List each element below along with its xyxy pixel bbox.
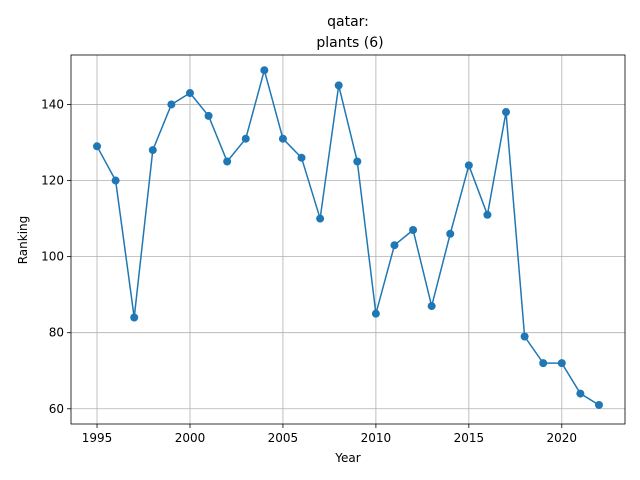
y-tick-label: 100 [41,250,64,264]
data-point [185,89,194,98]
x-tick-label: 1995 [82,431,113,445]
data-point [576,389,585,398]
data-point [130,313,139,322]
axis-ticks: 1995 2000 2005 2010 2015 2020 60 80 100 120 140 [41,97,577,445]
series-line [96,67,600,406]
grid [71,55,625,424]
series-ranking [93,66,603,409]
y-tick-label: 120 [41,174,64,188]
data-point [316,214,325,223]
data-point [371,309,380,318]
data-point [260,66,269,75]
data-point [557,359,566,368]
x-tick-label: 2020 [547,431,578,445]
y-tick-label: 80 [49,326,64,340]
data-point [297,153,306,162]
x-tick-label: 2005 [268,431,299,445]
data-point [502,108,511,117]
data-point [353,157,362,166]
x-axis-label: Year [334,451,360,465]
data-point [223,157,232,166]
data-point [464,161,473,170]
data-point [539,359,548,368]
data-point [167,100,176,109]
data-point [241,134,250,143]
data-point [93,142,102,151]
data-point [148,146,157,155]
y-tick-label: 140 [41,97,64,111]
chart-title-line2: plants (6) [316,35,383,51]
data-point [390,241,399,250]
data-point [278,134,287,143]
data-point [111,176,120,185]
x-tick-label: 2010 [361,431,392,445]
y-axis-label: Ranking [16,216,30,265]
data-point [409,225,418,234]
x-tick-label: 2015 [454,431,485,445]
data-point [204,111,213,120]
chart-title-line1: qatar: [327,14,369,30]
x-tick-label: 2000 [175,431,206,445]
y-tick-label: 60 [49,402,64,416]
data-point [594,400,603,409]
data-point [483,210,492,219]
data-point [427,302,436,311]
plot-frame [70,54,626,425]
data-point [334,81,343,90]
data-point [520,332,529,341]
data-point [446,229,455,238]
